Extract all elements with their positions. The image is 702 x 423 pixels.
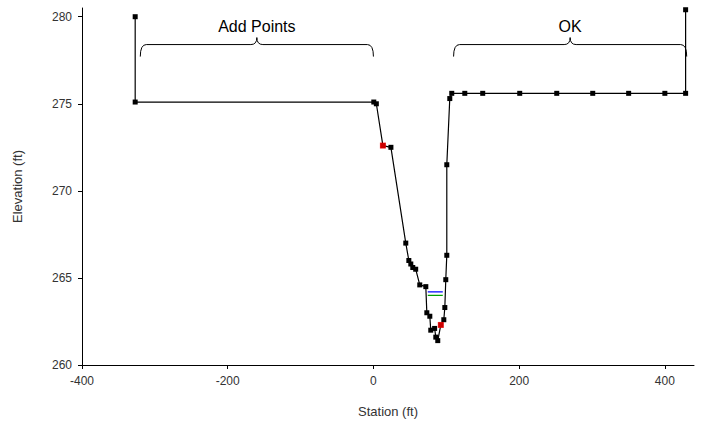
svg-text:265: 265 [52, 271, 72, 285]
svg-text:200: 200 [509, 374, 529, 388]
svg-text:270: 270 [52, 184, 72, 198]
svg-text:Station (ft): Station (ft) [358, 404, 418, 419]
svg-text:Elevation (ft): Elevation (ft) [10, 150, 25, 223]
svg-text:-400: -400 [70, 374, 94, 388]
svg-text:275: 275 [52, 97, 72, 111]
svg-text:260: 260 [52, 358, 72, 372]
svg-text:Add Points: Add Points [218, 18, 295, 35]
svg-text:280: 280 [52, 10, 72, 24]
svg-text:0: 0 [370, 374, 377, 388]
svg-text:400: 400 [655, 374, 675, 388]
svg-text:-200: -200 [216, 374, 240, 388]
svg-text:OK: OK [559, 18, 582, 35]
